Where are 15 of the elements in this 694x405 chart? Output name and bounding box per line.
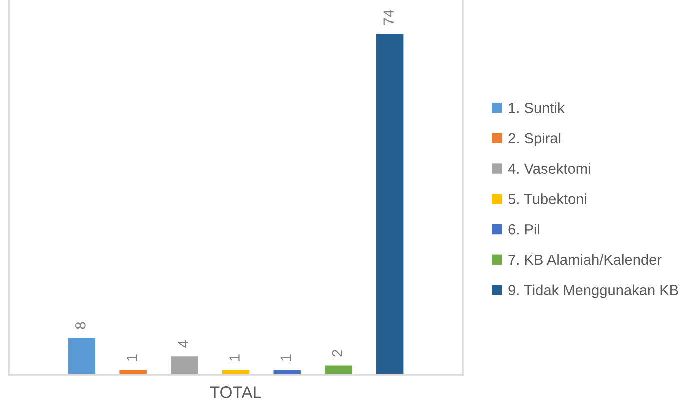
legend-label: 4. Vasektomi: [508, 163, 590, 174]
legend-label: 7. KB Alamiah/Kalender: [508, 254, 662, 266]
data-label: 1: [127, 354, 138, 361]
x-axis-title: TOTAL: [210, 386, 262, 398]
legend-label: 1. Suntik: [509, 102, 565, 114]
legend-label: 2. Spiral: [508, 132, 561, 147]
data-label: 1: [281, 354, 292, 361]
data-label: 8: [76, 322, 86, 330]
data-label: 4: [178, 340, 188, 348]
data-label: 74: [384, 10, 394, 26]
legend-label: 6. Pil: [508, 224, 540, 235]
legend-label: 9. Tidak Menggunakan KB: [508, 284, 678, 298]
legend-label: 5. Tubektoni: [508, 194, 586, 204]
data-label: 1: [230, 354, 240, 361]
data-label: 2: [332, 350, 342, 357]
